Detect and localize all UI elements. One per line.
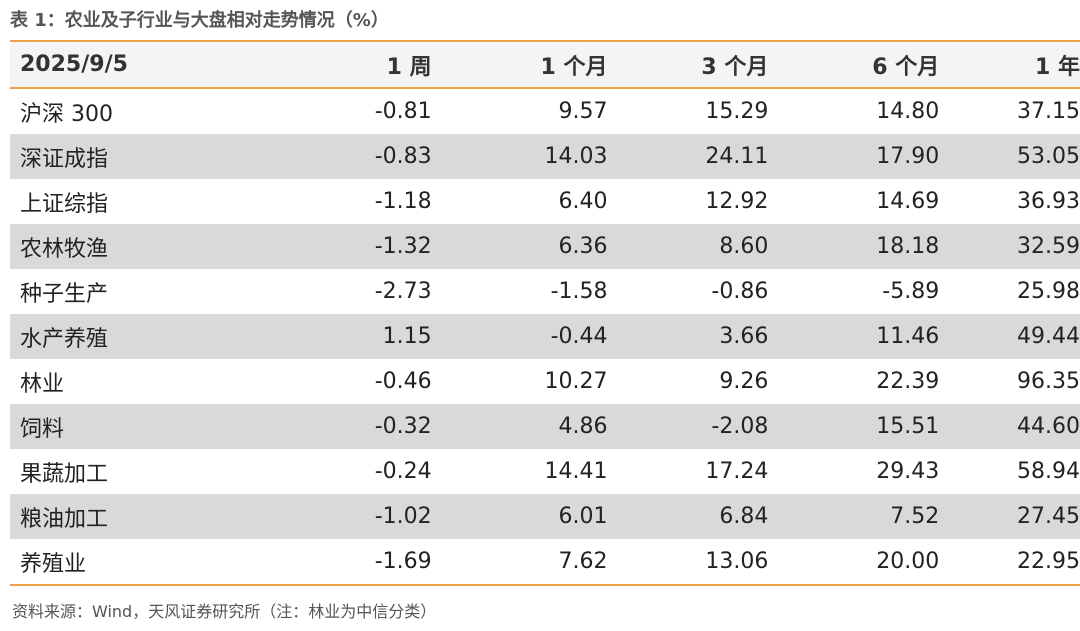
header-cell: 1 个月 (431, 41, 608, 89)
value-cell: 6.36 (431, 224, 608, 269)
row-label: 水产养殖 (10, 314, 256, 359)
value-cell: 22.95 (1017, 549, 1080, 574)
table-row: 农林牧渔 -1.32 6.36 8.60 18.18 32.59 (10, 224, 1080, 269)
value-cell: 27.45 (939, 494, 1080, 539)
table-row: 养殖业 -1.69 7.62 13.06 20.00 22.95 (10, 539, 1080, 585)
value-cell: -1.02 (255, 494, 432, 539)
table-row: 水产养殖 1.15 -0.44 3.66 11.46 49.44 (10, 314, 1080, 359)
table-title: 表 1：农业及子行业与大盘相对走势情况（%） (10, 10, 389, 31)
value-cell: 17.90 (768, 134, 940, 179)
table-row: 沪深 300 -0.81 9.57 15.29 14.80 37.15 (10, 88, 1080, 134)
table-row: 粮油加工 -1.02 6.01 6.84 7.52 27.45 (10, 494, 1080, 539)
value-cell: 4.86 (431, 404, 608, 449)
value-cell: 49.44 (939, 314, 1080, 359)
value-cell: 58.94 (1017, 459, 1080, 484)
row-label: 果蔬加工 (20, 461, 109, 487)
value-cell: -0.44 (431, 314, 608, 359)
value-cell: -2.73 (374, 279, 432, 304)
header-cell: 6 个月 (768, 41, 940, 89)
value-cell: 6.01 (431, 494, 608, 539)
row-label: 林业 (20, 371, 65, 397)
value-cell: 44.60 (939, 404, 1080, 449)
header-cell: 2025/9/5 (10, 41, 256, 89)
value-cell: 9.26 (719, 369, 769, 394)
value-cell: -0.86 (711, 279, 769, 304)
value-cell: 6.40 (558, 189, 608, 214)
value-cell: 96.35 (1017, 369, 1080, 394)
value-cell: 1.15 (255, 314, 432, 359)
value-cell: 20.00 (876, 549, 940, 574)
header-cell: 1 年 (939, 41, 1080, 89)
header-cell: 1 周 (255, 41, 432, 89)
value-cell: 36.93 (1017, 189, 1080, 214)
table-row: 饲料 -0.32 4.86 -2.08 15.51 44.60 (10, 404, 1080, 449)
value-cell: 6.84 (607, 494, 769, 539)
value-cell: -1.58 (550, 279, 608, 304)
value-cell: 14.03 (431, 134, 608, 179)
value-cell: 10.27 (544, 369, 608, 394)
header-cell: 3 个月 (607, 41, 769, 89)
value-cell: 11.46 (768, 314, 940, 359)
value-cell: 15.29 (705, 99, 769, 124)
value-cell: -0.83 (255, 134, 432, 179)
value-cell: 7.62 (558, 549, 608, 574)
value-cell: 29.43 (876, 459, 940, 484)
table-row: 果蔬加工 -0.24 14.41 17.24 29.43 58.94 (10, 449, 1080, 494)
table-row: 种子生产 -2.73 -1.58 -0.86 -5.89 25.98 (10, 269, 1080, 314)
source-note: 资料来源：Wind，天风证券研究所（注：林业为中信分类） (12, 602, 437, 621)
value-cell: 53.05 (939, 134, 1080, 179)
value-cell: 3.66 (607, 314, 769, 359)
value-cell: 7.52 (768, 494, 940, 539)
row-label: 种子生产 (20, 281, 109, 307)
value-cell: -0.32 (255, 404, 432, 449)
row-label: 上证综指 (20, 191, 109, 217)
value-cell: 17.24 (705, 459, 769, 484)
value-cell: 14.69 (876, 189, 940, 214)
row-label: 养殖业 (20, 551, 87, 577)
value-cell: 18.18 (768, 224, 940, 269)
value-cell: -0.46 (374, 369, 432, 394)
value-cell: -1.32 (255, 224, 432, 269)
table-row: 林业 -0.46 10.27 9.26 22.39 96.35 (10, 359, 1080, 404)
row-label: 沪深 300 (20, 101, 113, 127)
row-label: 饲料 (10, 404, 256, 449)
value-cell: 37.15 (1017, 99, 1080, 124)
value-cell: 22.39 (876, 369, 940, 394)
value-cell: 9.57 (558, 99, 608, 124)
value-cell: 24.11 (607, 134, 769, 179)
value-cell: 14.80 (876, 99, 940, 124)
table-row: 深证成指 -0.83 14.03 24.11 17.90 53.05 (10, 134, 1080, 179)
value-cell: -5.89 (882, 279, 940, 304)
value-cell: 32.59 (939, 224, 1080, 269)
row-label: 粮油加工 (10, 494, 256, 539)
value-cell: 13.06 (705, 549, 769, 574)
value-cell: 12.92 (705, 189, 769, 214)
value-cell: -1.69 (374, 549, 432, 574)
value-cell: -0.81 (374, 99, 432, 124)
value-cell: -1.18 (374, 189, 432, 214)
value-cell: -0.24 (374, 459, 432, 484)
value-cell: 15.51 (768, 404, 940, 449)
row-label: 农林牧渔 (10, 224, 256, 269)
value-cell: 14.41 (544, 459, 608, 484)
row-label: 深证成指 (10, 134, 256, 179)
value-cell: 25.98 (1017, 279, 1080, 304)
value-cell: -2.08 (607, 404, 769, 449)
value-cell: 8.60 (607, 224, 769, 269)
table-row: 上证综指 -1.18 6.40 12.92 14.69 36.93 (10, 179, 1080, 224)
